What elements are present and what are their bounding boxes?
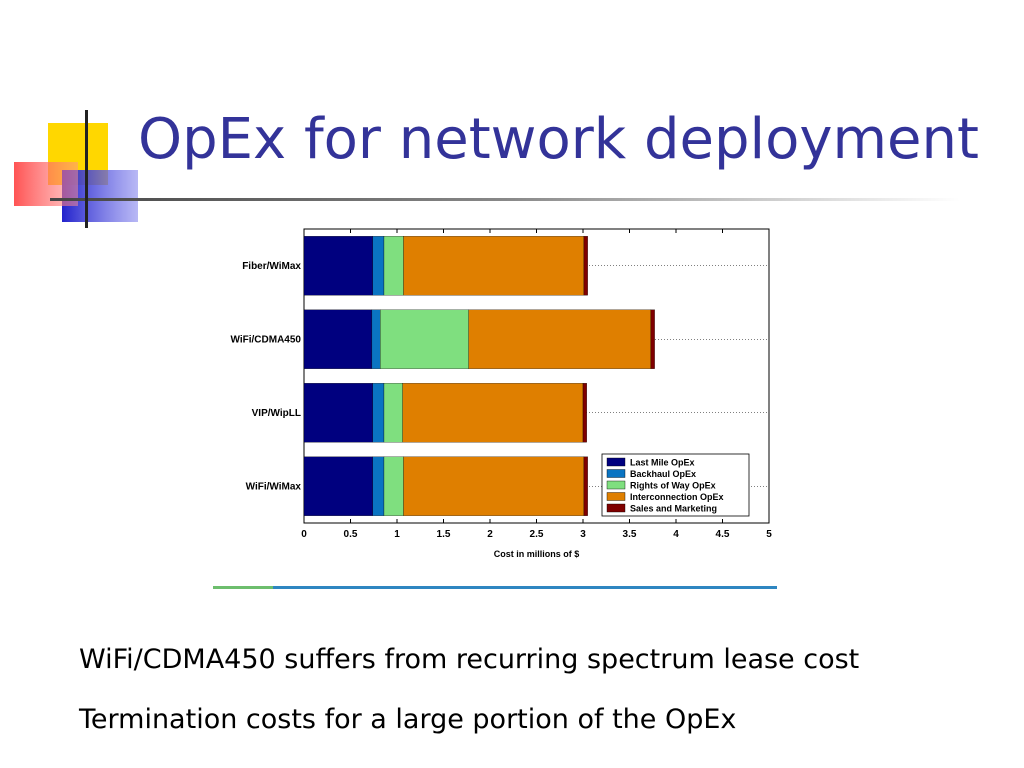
bar-segment — [402, 383, 584, 443]
legend-label: Interconnection OpEx — [630, 492, 724, 502]
x-tick-label: 3 — [580, 529, 586, 540]
bar-segment — [403, 236, 585, 296]
bar-segment — [372, 236, 385, 296]
legend-swatch — [606, 492, 626, 501]
legend-label: Backhaul OpEx — [630, 469, 696, 479]
bar-segment — [403, 456, 585, 516]
bar-segment — [468, 309, 652, 369]
bar-segment — [303, 383, 373, 443]
x-tick-label: 4 — [673, 529, 679, 540]
x-tick-label: 1 — [394, 529, 400, 540]
deco-vertical-rule — [85, 110, 88, 228]
bullet-text: WiFi/CDMA450 suffers from recurring spec… — [79, 644, 860, 675]
legend-label: Rights of Way OpEx — [630, 481, 716, 491]
x-tick-label: 5 — [766, 529, 772, 540]
legend-swatch — [606, 480, 626, 490]
x-tick-label: 0 — [301, 529, 307, 540]
x-tick-label: 2.5 — [530, 529, 544, 540]
bar-segment — [380, 309, 469, 369]
bar-segment — [303, 236, 373, 296]
x-tick-label: 3.5 — [623, 529, 637, 540]
category-label: VIP/WipLL — [252, 408, 301, 419]
bullet-text: Termination costs for a large portion of… — [79, 704, 737, 735]
x-axis-label: Cost in millions of $ — [494, 549, 580, 559]
legend-swatch — [606, 457, 626, 467]
category-label: WiFi/WiMax — [246, 481, 302, 492]
bar-segment — [303, 309, 373, 369]
bar-segment — [371, 309, 381, 369]
legend-swatch — [606, 503, 626, 513]
bar-segment — [383, 236, 404, 296]
x-tick-label: 2 — [487, 529, 493, 540]
category-label: Fiber/WiMax — [242, 261, 301, 272]
bar-segment — [582, 383, 587, 443]
stacked-bar-chart: Fiber/WiMax WiFi/CDMA450 VIP/WipLL WiFi/WiM… — [231, 228, 772, 559]
legend-label: Sales and Marketing — [630, 504, 717, 514]
x-tick-label: 0.5 — [344, 529, 358, 540]
bar-segment — [583, 236, 588, 296]
bar-segment — [583, 456, 588, 516]
deco-horizontal-rule — [50, 198, 960, 201]
x-tick-label: 4.5 — [716, 529, 730, 540]
bar-segment — [303, 456, 373, 516]
legend-label: Last Mile OpEx — [630, 458, 695, 468]
bar-segment — [383, 456, 404, 516]
category-label: WiFi/CDMA450 — [231, 334, 302, 345]
x-tick-label: 1.5 — [437, 529, 451, 540]
bar-segment — [650, 309, 655, 369]
bar-segment — [372, 383, 385, 443]
chart-bottom-bar — [213, 586, 777, 589]
bar-segment — [372, 456, 385, 516]
legend-swatch — [606, 469, 626, 478]
title-decoration — [14, 110, 960, 228]
legend-box — [601, 453, 750, 517]
slide-title: OpEx for network deployment — [138, 107, 979, 172]
bar-segment — [383, 383, 403, 443]
